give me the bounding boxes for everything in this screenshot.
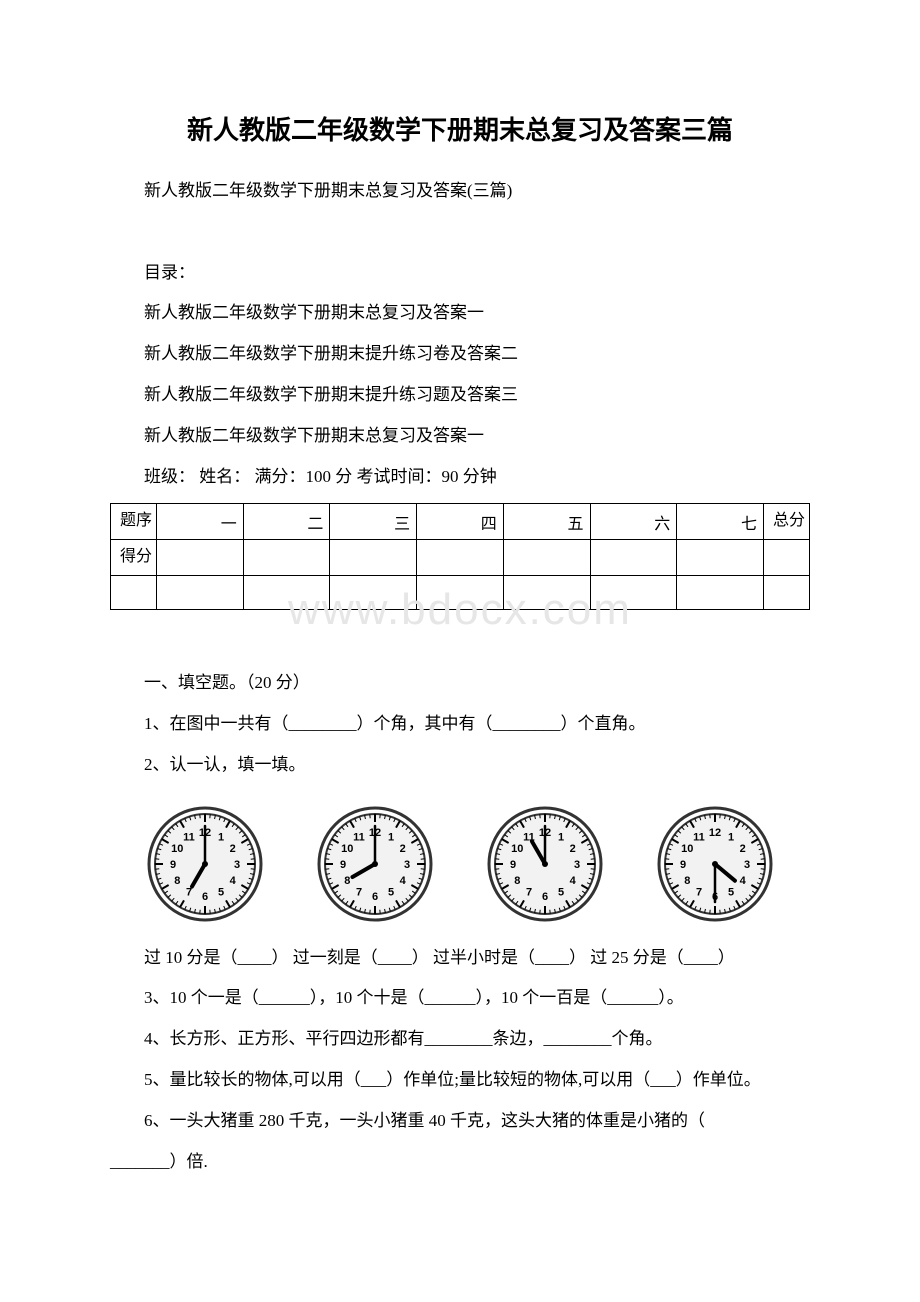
table-cell bbox=[330, 576, 417, 610]
table-cell bbox=[503, 576, 590, 610]
score-table: 题序 一 二 三 四 五 六 七 总分 得分 bbox=[110, 503, 810, 610]
clock-icon: 123456789101112 bbox=[145, 804, 265, 924]
svg-text:2: 2 bbox=[230, 843, 236, 855]
table-cell: 二 bbox=[243, 504, 330, 540]
svg-text:2: 2 bbox=[740, 843, 746, 855]
table-cell bbox=[677, 576, 764, 610]
svg-text:11: 11 bbox=[353, 831, 365, 843]
table-cell bbox=[243, 540, 330, 576]
question-text: _______）倍. bbox=[110, 1142, 810, 1183]
table-cell: 七 bbox=[677, 504, 764, 540]
table-cell bbox=[764, 540, 810, 576]
blank-line bbox=[110, 622, 810, 663]
table-cell bbox=[417, 576, 504, 610]
svg-text:7: 7 bbox=[526, 886, 532, 898]
svg-text:11: 11 bbox=[183, 831, 195, 843]
page-title: 新人教版二年级数学下册期末总复习及答案三篇 bbox=[110, 110, 810, 147]
svg-text:8: 8 bbox=[514, 875, 520, 887]
svg-text:7: 7 bbox=[696, 886, 702, 898]
table-cell bbox=[157, 540, 244, 576]
exam-header: 班级： 姓名： 满分：100 分 考试时间：90 分钟 bbox=[110, 457, 810, 498]
svg-text:1: 1 bbox=[558, 831, 564, 843]
question-text: 6、一头大猪重 280 千克，一头小猪重 40 千克，这头大猪的体重是小猪的（ bbox=[110, 1101, 810, 1142]
svg-text:6: 6 bbox=[542, 891, 548, 903]
question-text: 2、认一认，填一填。 bbox=[110, 745, 810, 786]
svg-text:4: 4 bbox=[740, 875, 747, 887]
svg-text:7: 7 bbox=[356, 886, 362, 898]
svg-text:4: 4 bbox=[230, 875, 237, 887]
blank-line bbox=[110, 212, 810, 253]
svg-text:10: 10 bbox=[341, 843, 353, 855]
svg-text:9: 9 bbox=[340, 859, 346, 871]
table-cell bbox=[503, 540, 590, 576]
toc-item: 新人教版二年级数学下册期末提升练习卷及答案二 bbox=[110, 334, 810, 375]
table-row: 得分 bbox=[111, 540, 810, 576]
question-text: 5、量比较长的物体,可以用（___）作单位;量比较短的物体,可以用（___）作单… bbox=[110, 1060, 810, 1101]
table-cell: 题序 bbox=[111, 504, 157, 540]
svg-text:11: 11 bbox=[693, 831, 705, 843]
clocks-row: 123456789101112 123456789101112 12345678… bbox=[110, 804, 810, 924]
table-cell: 得分 bbox=[111, 540, 157, 576]
clock-icon: 123456789101112 bbox=[485, 804, 605, 924]
toc-item: 新人教版二年级数学下册期末总复习及答案一 bbox=[110, 416, 810, 457]
svg-text:8: 8 bbox=[344, 875, 350, 887]
svg-text:7: 7 bbox=[186, 886, 192, 898]
subtitle-line: 新人教版二年级数学下册期末总复习及答案(三篇) bbox=[110, 171, 810, 212]
svg-text:3: 3 bbox=[404, 859, 410, 871]
table-cell bbox=[157, 576, 244, 610]
table-cell: 总分 bbox=[764, 504, 810, 540]
toc-heading: 目录： bbox=[110, 253, 810, 294]
svg-text:3: 3 bbox=[234, 859, 240, 871]
table-cell: 三 bbox=[330, 504, 417, 540]
question-text: 4、长方形、正方形、平行四边形都有________条边，________个角。 bbox=[110, 1019, 810, 1060]
svg-text:5: 5 bbox=[218, 886, 224, 898]
svg-text:10: 10 bbox=[171, 843, 183, 855]
table-cell bbox=[764, 576, 810, 610]
svg-text:1: 1 bbox=[218, 831, 224, 843]
svg-text:3: 3 bbox=[574, 859, 580, 871]
svg-text:5: 5 bbox=[558, 886, 564, 898]
clock-icon: 123456789101112 bbox=[315, 804, 435, 924]
svg-text:10: 10 bbox=[681, 843, 693, 855]
table-cell bbox=[243, 576, 330, 610]
svg-text:8: 8 bbox=[684, 875, 690, 887]
table-cell bbox=[590, 540, 677, 576]
svg-text:9: 9 bbox=[680, 859, 686, 871]
table-row: 题序 一 二 三 四 五 六 七 总分 bbox=[111, 504, 810, 540]
svg-text:5: 5 bbox=[728, 886, 734, 898]
table-cell: 五 bbox=[503, 504, 590, 540]
svg-text:2: 2 bbox=[400, 843, 406, 855]
svg-text:10: 10 bbox=[511, 843, 523, 855]
question-text: 1、在图中一共有（________）个角，其中有（________）个直角。 bbox=[110, 704, 810, 745]
table-cell bbox=[417, 540, 504, 576]
svg-text:4: 4 bbox=[400, 875, 407, 887]
svg-text:12: 12 bbox=[709, 827, 721, 839]
svg-text:1: 1 bbox=[388, 831, 394, 843]
svg-text:5: 5 bbox=[388, 886, 394, 898]
table-cell bbox=[677, 540, 764, 576]
table-cell: 六 bbox=[590, 504, 677, 540]
table-cell bbox=[111, 576, 157, 610]
clock-question-line: 过 10 分是（____） 过一刻是（____） 过半小时是（____） 过 2… bbox=[110, 938, 810, 979]
svg-text:1: 1 bbox=[728, 831, 734, 843]
table-cell: 一 bbox=[157, 504, 244, 540]
svg-text:6: 6 bbox=[202, 891, 208, 903]
svg-text:6: 6 bbox=[372, 891, 378, 903]
toc-item: 新人教版二年级数学下册期末总复习及答案一 bbox=[110, 293, 810, 334]
section-heading: 一、填空题。（20 分） bbox=[110, 663, 810, 704]
svg-text:8: 8 bbox=[174, 875, 180, 887]
svg-text:9: 9 bbox=[170, 859, 176, 871]
table-cell bbox=[330, 540, 417, 576]
toc-item: 新人教版二年级数学下册期末提升练习题及答案三 bbox=[110, 375, 810, 416]
question-text: 3、10 个一是（______），10 个十是（______），10 个一百是（… bbox=[110, 978, 810, 1019]
table-cell: 四 bbox=[417, 504, 504, 540]
svg-text:4: 4 bbox=[570, 875, 577, 887]
svg-text:2: 2 bbox=[570, 843, 576, 855]
clock-icon: 123456789101112 bbox=[655, 804, 775, 924]
table-row bbox=[111, 576, 810, 610]
svg-text:9: 9 bbox=[510, 859, 516, 871]
svg-text:3: 3 bbox=[744, 859, 750, 871]
table-cell bbox=[590, 576, 677, 610]
